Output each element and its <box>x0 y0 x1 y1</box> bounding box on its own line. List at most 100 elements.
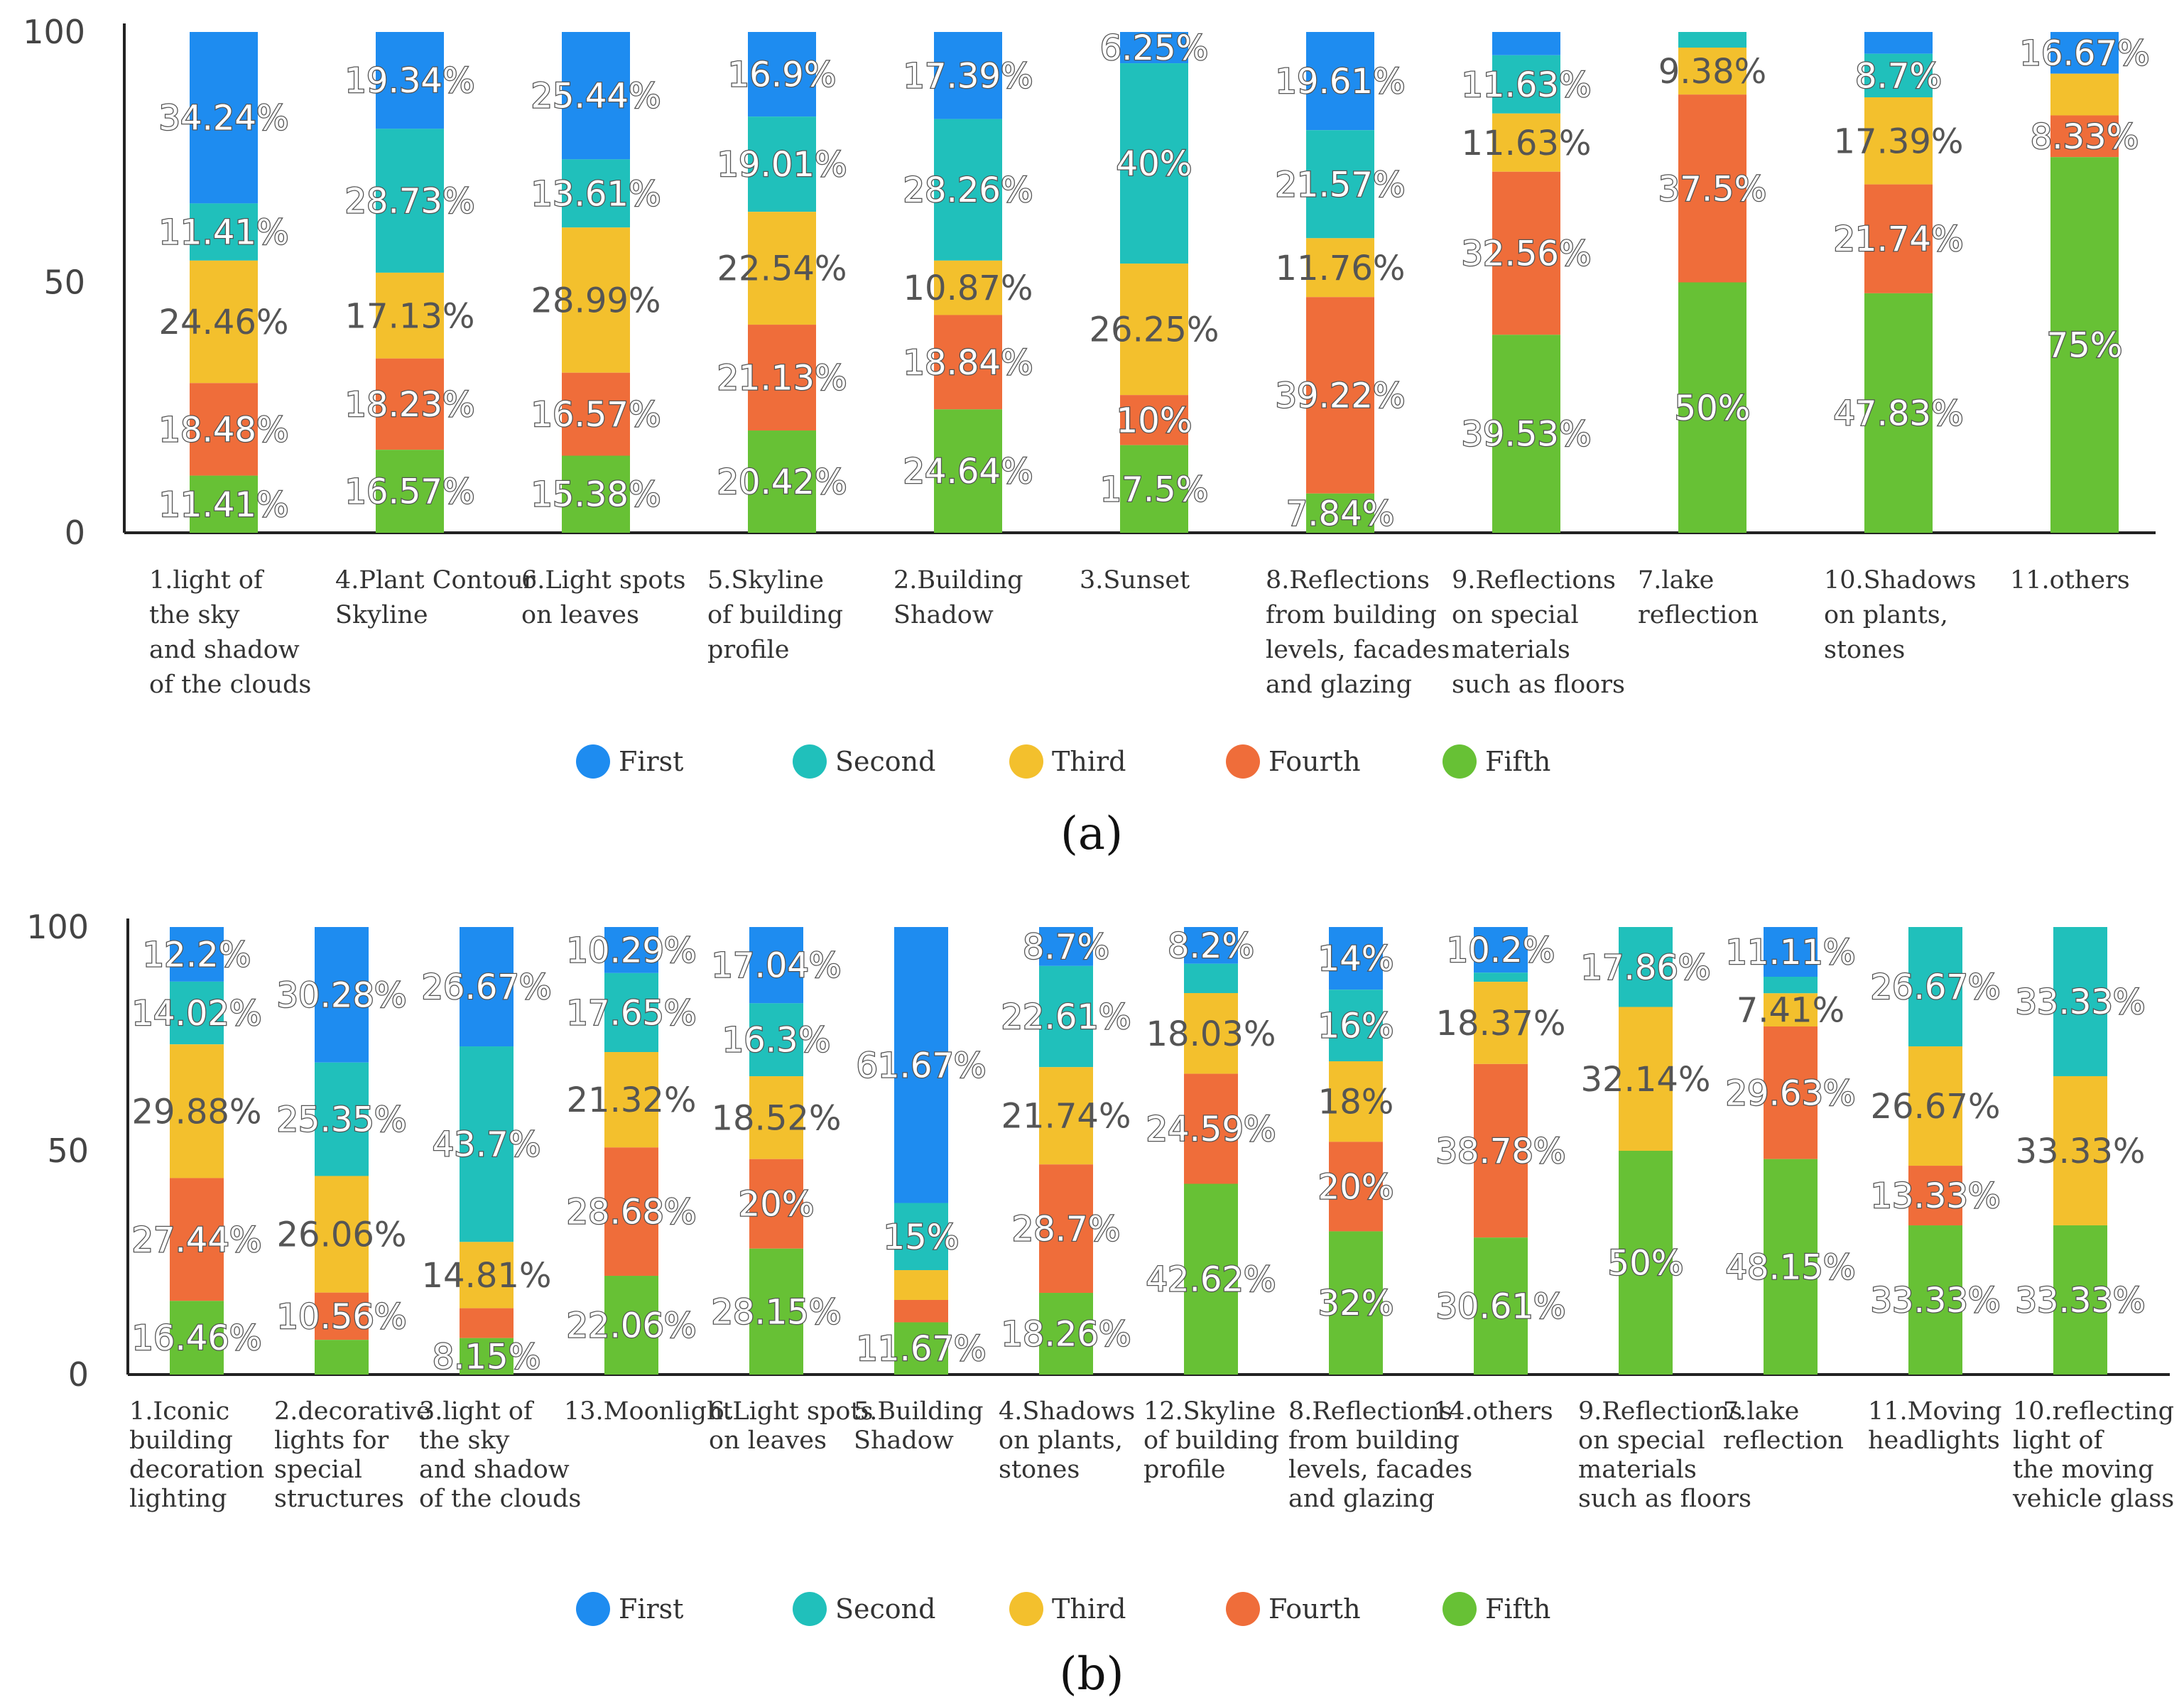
category-label: 9.Reflections on special materials such as … <box>1452 566 1625 699</box>
bar-segment-fifth <box>315 1340 369 1375</box>
data-label: 26.67% <box>421 968 551 1007</box>
data-label: 11.67% <box>856 1329 986 1369</box>
data-label: 9.38% <box>1658 52 1766 92</box>
bar-segment-first <box>1329 927 1383 990</box>
bar-segment-fifth <box>170 1301 224 1375</box>
bar-segment-fifth <box>376 450 444 533</box>
bar-segment-third <box>1908 1046 1962 1166</box>
bar-segment-second <box>460 1046 514 1242</box>
data-label: 18.84% <box>903 343 1033 383</box>
data-label: 38.78% <box>1435 1132 1565 1171</box>
y-tick-label: 50 <box>47 1132 89 1170</box>
category-label: 6.Light spots on leaves <box>521 566 685 629</box>
data-label: 17.86% <box>1580 948 1710 987</box>
legend-label: Fifth <box>1485 746 1550 777</box>
data-label: 11.11% <box>1725 933 1855 972</box>
bar-segment-third <box>190 260 258 384</box>
bar-segment-second <box>1474 972 1528 982</box>
bar-segment-third <box>894 1270 948 1300</box>
data-label: 42.62% <box>1146 1260 1276 1300</box>
legend: First Second Third Fourth Fifth <box>576 1592 1550 1626</box>
data-label: 16.46% <box>131 1318 261 1358</box>
category-label: 9.Reflections on special materials such as … <box>1578 1397 1751 1513</box>
stacked-bar: 30.28% 25.35% 26.06% 10.56% <box>276 927 408 1375</box>
bar-segment-fifth <box>1474 1237 1528 1375</box>
data-label: 61.67% <box>856 1046 986 1085</box>
data-label: 28.73% <box>344 182 474 222</box>
data-label: 18.37% <box>1435 1004 1565 1044</box>
legend-label: Third <box>1052 1593 1126 1625</box>
data-label: 22.61% <box>1001 997 1131 1037</box>
bar-segment-first <box>1120 32 1188 64</box>
data-label: 8.7% <box>1023 927 1109 967</box>
bar-segment-second <box>562 159 630 228</box>
stacked-bar: 34.24% 11.41% 24.46% 18.48% 11.41% <box>158 32 290 533</box>
category-label: 8.Reflections from building levels, facade… <box>1266 566 1450 699</box>
bar-segment-second <box>1329 990 1383 1061</box>
category-label: 13.Moonlight <box>564 1397 733 1426</box>
bar-segment-fifth <box>1492 335 1560 533</box>
legend-swatch <box>1443 744 1477 779</box>
data-label: 50% <box>1608 1244 1684 1284</box>
bar-segment-fifth <box>2050 157 2119 533</box>
data-label: 33.33% <box>1870 1281 2000 1321</box>
bar-segment-third <box>1619 1007 1673 1151</box>
bar-segment-third <box>2053 1075 2107 1225</box>
stacked-bar: 26.67% 43.7% 14.81% 8.15% <box>420 927 553 1378</box>
bar-segment-third <box>1306 238 1374 298</box>
data-label: 25.44% <box>531 77 661 116</box>
data-label: 28.99% <box>531 281 661 320</box>
data-label: 16.57% <box>344 472 474 512</box>
data-label: 16.3% <box>722 1021 830 1061</box>
category-label: 4.Shadows on plants, stones <box>999 1397 1135 1484</box>
bar-segment-first <box>2050 32 2119 74</box>
bar-segment-first <box>170 927 224 982</box>
stacked-bar: 61.67% 15% 11.67% <box>855 927 987 1375</box>
data-label: 18.48% <box>158 410 288 450</box>
bar-segment-second <box>2053 927 2107 1076</box>
data-label: 8.7% <box>1855 56 1942 96</box>
stacked-bar: 17.04% 16.3% 18.52% 20% 28.15% <box>710 927 842 1375</box>
bar-segment-second <box>1619 927 1673 1007</box>
data-label: 15% <box>884 1218 960 1257</box>
bar-segment-fourth <box>894 1299 948 1323</box>
bar-segment-fifth <box>2053 1225 2107 1375</box>
data-label: 21.13% <box>717 359 847 399</box>
stacked-bar: 12.2% 14.02% 29.88% 27.44% 16.46% <box>131 927 263 1375</box>
bar-segment-fourth <box>1306 297 1374 494</box>
data-label: 50% <box>1675 389 1751 428</box>
bar-segment-fifth <box>1908 1225 1962 1375</box>
bar-segment-second <box>1678 32 1746 48</box>
bar-segment-third <box>1764 993 1818 1026</box>
bar-segment-fifth <box>1184 1183 1238 1375</box>
bar-segment-fourth <box>2050 115 2119 158</box>
bar-segment-second <box>1306 130 1374 239</box>
bar-segment-second <box>1184 963 1238 993</box>
category-label: 2.Building Shadow <box>893 566 1023 629</box>
stacked-bar: 19.34% 28.73% 17.13% 18.23% 16.57% <box>344 32 476 533</box>
bar-segment-second <box>190 203 258 261</box>
bar-segment-fourth <box>170 1178 224 1301</box>
data-label: 18.23% <box>344 385 474 425</box>
bar-segment-fourth <box>1764 1026 1818 1159</box>
bar-segment-third <box>2050 73 2119 116</box>
y-tick-label: 0 <box>65 514 85 552</box>
bar-segment-fifth <box>1306 493 1374 533</box>
data-label: 10.87% <box>903 269 1033 308</box>
bar-segment-second <box>376 129 444 273</box>
stacked-bar: 25.44% 13.61% 28.99% 16.57% 15.38% <box>530 32 662 533</box>
data-label: 15.38% <box>531 475 661 515</box>
bar-segment-fourth <box>460 1308 514 1338</box>
bar-segment-fifth <box>562 455 630 533</box>
data-label: 24.64% <box>903 452 1033 492</box>
bar-segment-fifth <box>1619 1151 1673 1375</box>
legend-swatch <box>1443 1592 1477 1626</box>
panel-b-chart: 0 50 100 12.2% 14.02% 29.88% 27.44% 16.46% 1.Ico… <box>26 908 2174 1701</box>
data-label: 11.63% <box>1461 124 1591 163</box>
legend-swatch <box>1226 1592 1260 1626</box>
bar-segment-third <box>376 272 444 359</box>
data-label: 16.9% <box>728 55 836 95</box>
data-label: 17.5% <box>1100 470 1208 509</box>
data-label: 10.29% <box>566 931 696 970</box>
data-label: 26.06% <box>276 1215 406 1255</box>
